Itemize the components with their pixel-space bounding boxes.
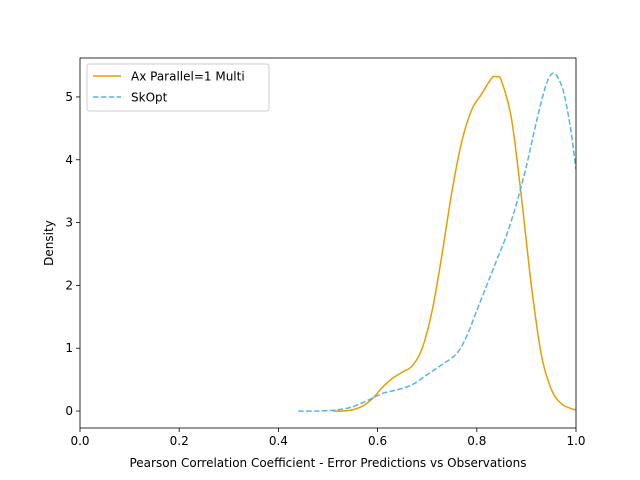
y-tick-label: 0 (65, 404, 73, 418)
y-axis-label: Density (42, 220, 56, 266)
x-axis-label: Pearson Correlation Coefficient - Error … (129, 456, 526, 470)
y-axis-ticks: 0 1 2 3 4 5 (65, 90, 80, 418)
plot-frame (79, 57, 577, 429)
y-tick-label: 2 (65, 278, 73, 292)
legend: Ax Parallel=1 Multi SkOpt (86, 63, 270, 112)
y-tick-label: 1 (65, 341, 73, 355)
x-tick-label: 0.4 (269, 434, 288, 448)
series-line-skopt (298, 72, 576, 412)
x-tick-label: 1.0 (566, 434, 585, 448)
series-line-ax-parallel (332, 75, 576, 412)
plot-area (80, 58, 576, 428)
x-tick-label: 0.6 (368, 434, 387, 448)
legend-label: SkOpt (131, 91, 168, 105)
x-tick-label: 0.2 (170, 434, 189, 448)
x-tick-label: 0.8 (467, 434, 486, 448)
y-tick-label: 4 (65, 153, 73, 167)
series-layer (298, 72, 576, 412)
y-tick-label: 3 (65, 216, 73, 230)
legend-box (86, 63, 270, 112)
x-tick-label: 0.0 (70, 434, 89, 448)
x-axis-ticks: 0.0 0.2 0.4 0.6 0.8 1.0 (70, 428, 586, 448)
y-tick-label: 5 (65, 90, 73, 104)
legend-label: Ax Parallel=1 Multi (131, 70, 245, 84)
